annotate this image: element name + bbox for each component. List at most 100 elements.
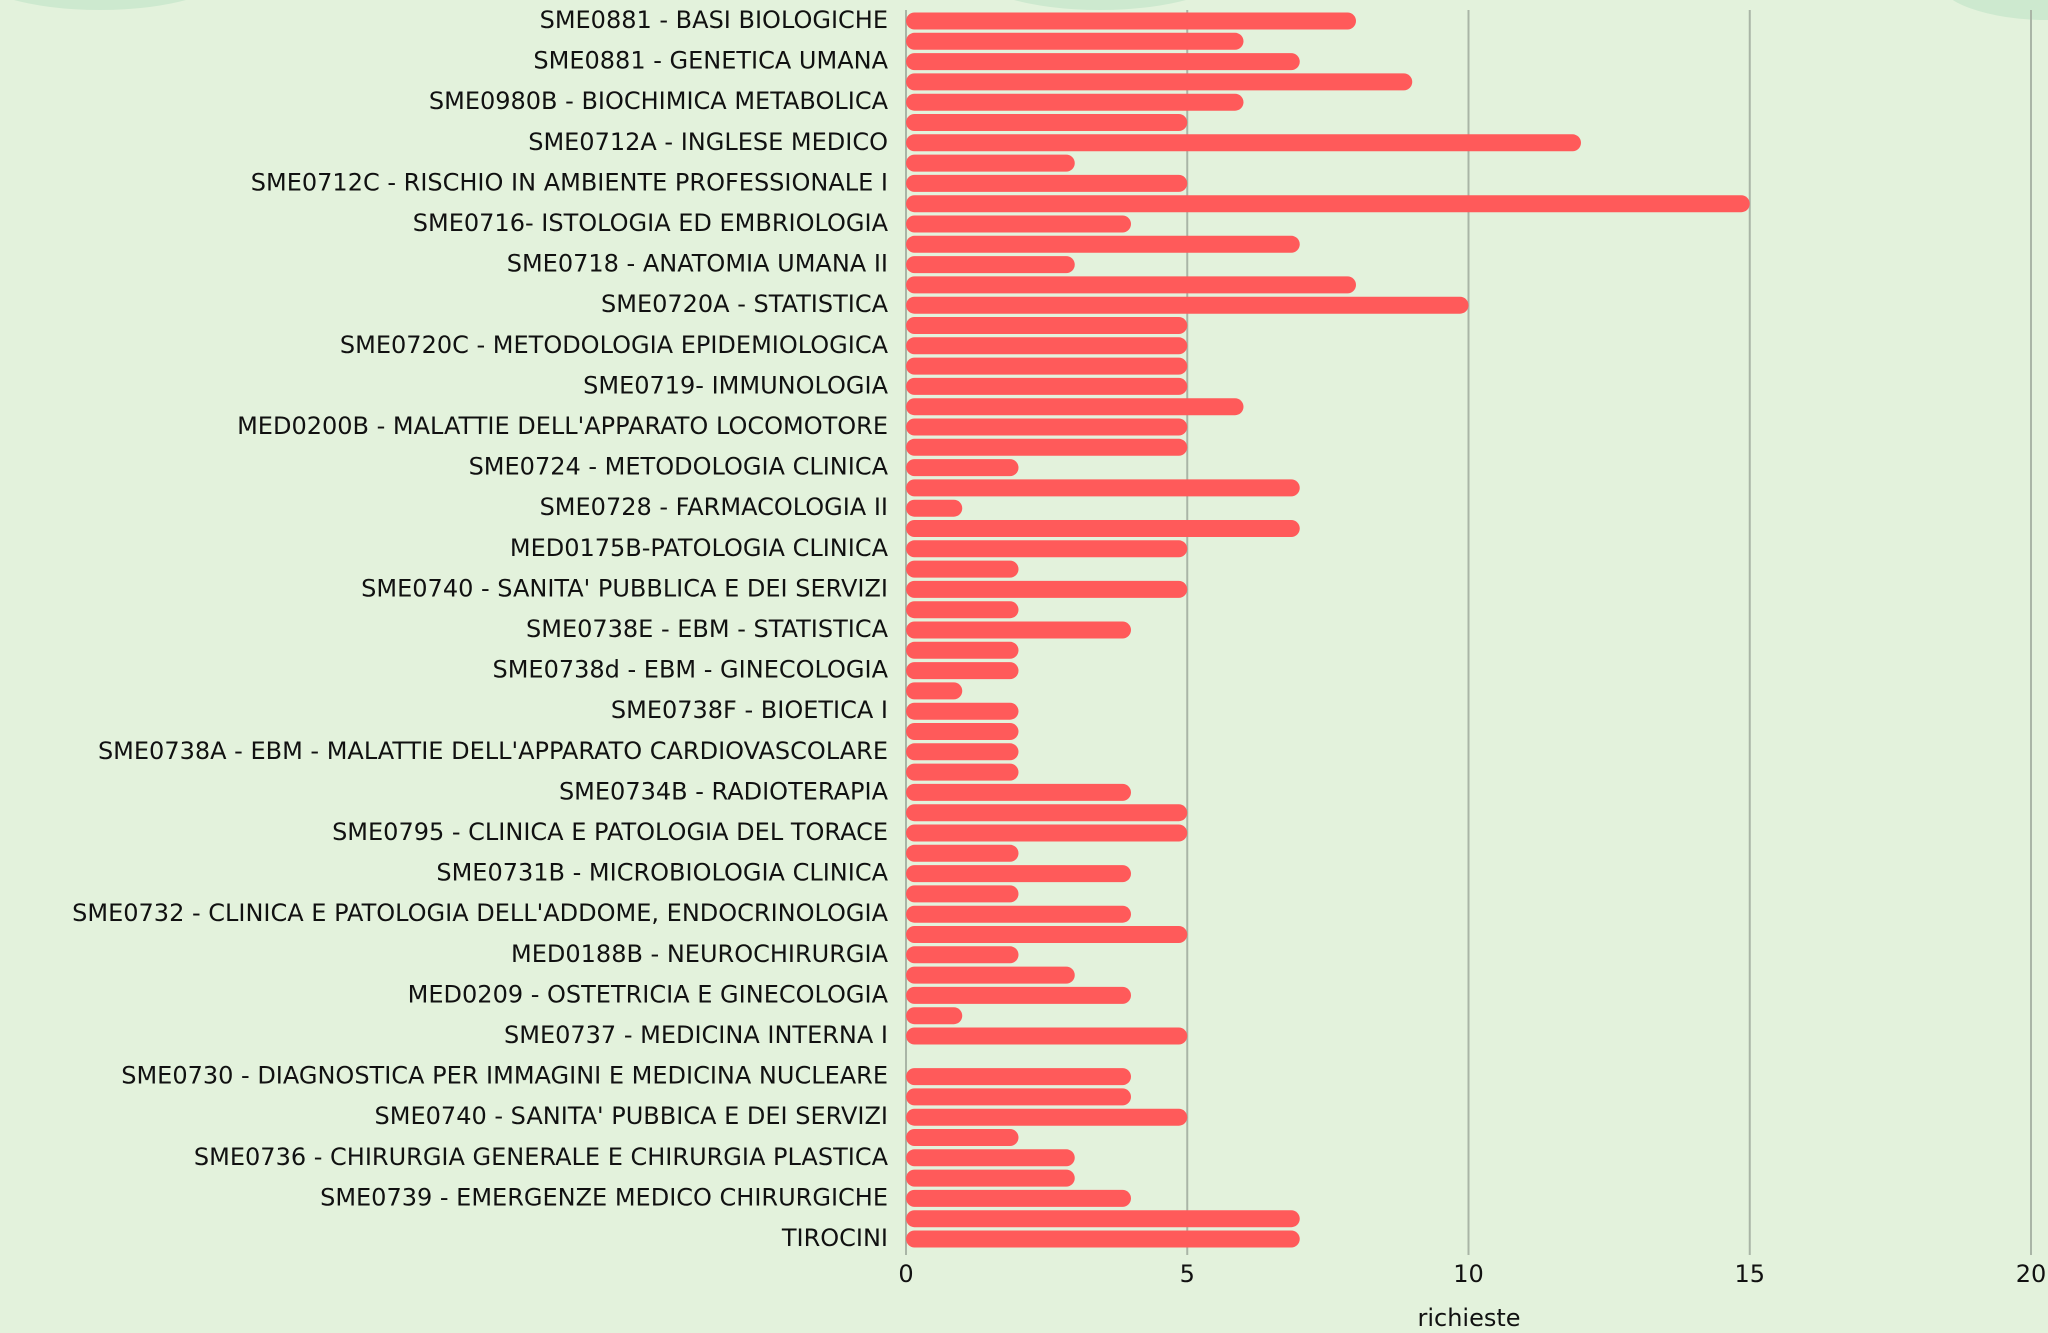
bar <box>906 499 963 517</box>
x-tick-label: 10 <box>1453 1260 1484 1288</box>
bar <box>906 276 1356 294</box>
bar <box>906 662 1019 680</box>
x-tick-label: 0 <box>898 1260 913 1288</box>
y-tick-label: SME0737 - MEDICINA INTERNA I <box>504 1021 888 1049</box>
y-tick-label: SME0720C - METODOLOGIA EPIDEMIOLOGICA <box>340 331 889 359</box>
y-tick-label: SME0736 - CHIRURGIA GENERALE E CHIRURGIA… <box>194 1143 889 1171</box>
y-tick-label: SME0728 - FARMACOLOGIA II <box>540 493 888 521</box>
bar <box>906 723 1019 740</box>
bar <box>906 12 1356 30</box>
y-tick-label: SME0734B - RADIOTERAPIA <box>559 777 889 805</box>
y-tick-label: SME0731B - MICROBIOLOGIA CLINICA <box>436 859 888 887</box>
bar <box>906 195 1750 213</box>
bar <box>906 438 1188 456</box>
bar <box>906 641 1019 659</box>
bar <box>906 946 1019 964</box>
bar <box>906 256 1075 274</box>
y-tick-label: SME0740 - SANITA' PUBBLICA E DEI SERVIZI <box>361 574 888 602</box>
bar <box>906 53 1300 71</box>
bar <box>906 844 1019 862</box>
bar <box>906 1068 1131 1086</box>
bar <box>906 743 1019 761</box>
bar <box>906 93 1244 111</box>
bar <box>906 1007 963 1025</box>
y-tick-label: MED0209 - OSTETRICIA E GINECOLOGIA <box>408 980 889 1008</box>
bar <box>906 337 1188 355</box>
bar <box>906 804 1188 822</box>
bar <box>906 398 1244 416</box>
bar <box>906 377 1188 395</box>
y-tick-label: MED0175B-PATOLOGIA CLINICA <box>510 534 889 562</box>
bar <box>906 1027 1188 1045</box>
x-tick-label: 20 <box>2016 1260 2047 1288</box>
y-tick-label: SME0738A - EBM - MALATTIE DELL'APPARATO … <box>98 737 888 765</box>
bar <box>906 134 1581 152</box>
y-tick-label: MED0188B - NEUROCHIRURGIA <box>511 940 889 968</box>
bar <box>906 601 1019 619</box>
bar <box>906 702 1019 720</box>
bar <box>906 865 1131 883</box>
bar <box>906 1149 1075 1167</box>
bar <box>906 520 1300 537</box>
y-tick-label: SME0881 - BASI BIOLOGICHE <box>540 6 888 34</box>
bar <box>906 479 1300 497</box>
bar <box>906 235 1300 253</box>
bar <box>906 154 1075 172</box>
bar <box>906 296 1469 314</box>
y-tick-label: SME0738E - EBM - STATISTICA <box>526 615 889 643</box>
y-tick-label: SME0980B - BIOCHIMICA METABOLICA <box>429 87 889 115</box>
bar <box>906 905 1131 923</box>
y-tick-label: SME0712C - RISCHIO IN AMBIENTE PROFESSIO… <box>251 168 888 196</box>
y-tick-label: SME0740 - SANITA' PUBBICA E DEI SERVIZI <box>375 1102 888 1130</box>
bar <box>906 1210 1300 1228</box>
bar <box>906 986 1131 1004</box>
bar <box>906 1230 1300 1248</box>
y-tick-label: SME0716- ISTOLOGIA ED EMBRIOLOGIA <box>413 209 889 237</box>
bar <box>906 32 1244 50</box>
y-tick-label: SME0795 - CLINICA E PATOLOGIA DEL TORACE <box>332 818 888 846</box>
bar <box>906 73 1413 91</box>
x-axis-label: richieste <box>1417 1304 1520 1332</box>
y-tick-label: SME0730 - DIAGNOSTICA PER IMMAGINI E MED… <box>121 1062 888 1090</box>
y-tick-label: MED0200B - MALATTIE DELL'APPARATO LOCOMO… <box>237 412 888 440</box>
y-tick-label: SME0739 - EMERGENZE MEDICO CHIRURGICHE <box>320 1183 888 1211</box>
bar <box>906 357 1188 375</box>
y-tick-label: TIROCINI <box>781 1224 888 1252</box>
bar <box>906 783 1131 801</box>
bar <box>906 621 1131 639</box>
y-tick-label: SME0724 - METODOLOGIA CLINICA <box>469 453 889 481</box>
bar <box>906 418 1188 436</box>
bar <box>906 459 1019 477</box>
y-tick-label: SME0738F - BIOETICA I <box>611 696 888 724</box>
bar <box>906 215 1131 233</box>
bar <box>906 540 1188 558</box>
bar <box>906 1129 1019 1146</box>
bar <box>906 560 1019 578</box>
bar <box>906 966 1075 984</box>
y-tick-label: SME0712A - INGLESE MEDICO <box>528 128 888 156</box>
bar <box>906 174 1188 192</box>
bar <box>906 1169 1075 1187</box>
bar <box>906 317 1188 334</box>
y-tick-label: SME0732 - CLINICA E PATOLOGIA DELL'ADDOM… <box>72 899 888 927</box>
y-tick-label: SME0720A - STATISTICA <box>601 290 889 318</box>
y-tick-label: SME0718 - ANATOMIA UMANA II <box>507 250 888 278</box>
y-tick-label: SME0738d - EBM - GINECOLOGIA <box>492 656 888 684</box>
bar <box>906 1108 1188 1126</box>
bar <box>906 114 1188 131</box>
bar <box>906 824 1188 842</box>
y-tick-label: SME0719- IMMUNOLOGIA <box>583 371 888 399</box>
y-tick-label: SME0881 - GENETICA UMANA <box>533 47 888 75</box>
bar <box>906 682 963 700</box>
decor <box>14 0 2048 20</box>
bar <box>906 580 1188 598</box>
bar <box>906 885 1019 903</box>
bar <box>906 1189 1131 1207</box>
x-tick-label: 5 <box>1180 1260 1195 1288</box>
bar <box>906 763 1019 781</box>
x-tick-label: 15 <box>1734 1260 1765 1288</box>
bar <box>906 1088 1131 1106</box>
bar <box>906 926 1188 943</box>
